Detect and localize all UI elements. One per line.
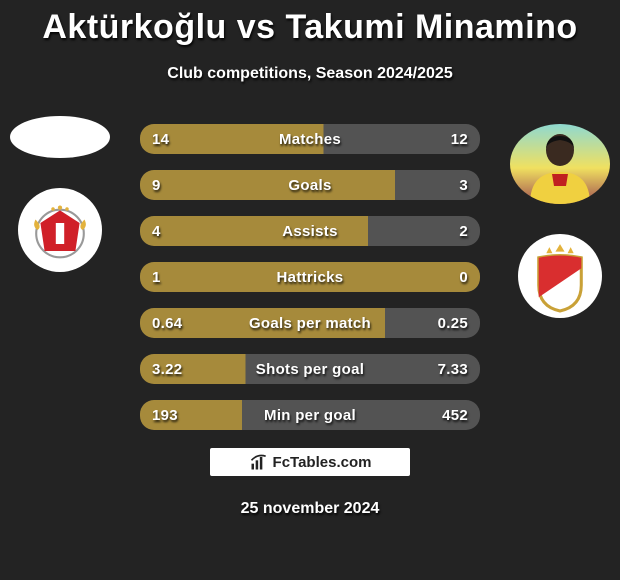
stat-right-value: 452 bbox=[430, 400, 480, 430]
stat-left-value: 1 bbox=[140, 262, 173, 292]
stat-right-value: 0.25 bbox=[426, 308, 480, 338]
left-club-badge bbox=[18, 188, 102, 272]
fctables-logo-text: FcTables.com bbox=[273, 454, 372, 471]
stat-row: 4 Assists 2 bbox=[140, 216, 480, 246]
stat-left-value: 193 bbox=[140, 400, 190, 430]
fctables-logo: FcTables.com bbox=[210, 448, 410, 476]
stat-row: 3.22 Shots per goal 7.33 bbox=[140, 354, 480, 384]
left-player-photo bbox=[10, 116, 110, 158]
stat-left-value: 4 bbox=[140, 216, 173, 246]
stat-left-value: 14 bbox=[140, 124, 181, 154]
stat-row: 14 Matches 12 bbox=[140, 124, 480, 154]
stat-row: 1 Hattricks 0 bbox=[140, 262, 480, 292]
player-silhouette-icon bbox=[510, 124, 610, 204]
stat-left-value: 0.64 bbox=[140, 308, 194, 338]
left-player-column bbox=[10, 116, 110, 272]
stat-right-value: 12 bbox=[439, 124, 480, 154]
right-club-badge bbox=[518, 234, 602, 318]
stat-left-value: 3.22 bbox=[140, 354, 194, 384]
right-player-column bbox=[510, 124, 610, 318]
right-player-photo bbox=[510, 124, 610, 204]
monaco-shield-icon bbox=[522, 238, 598, 314]
stats-bars: 14 Matches 12 9 Goals 3 4 Assists 2 1 Hattricks 0 0.… bbox=[140, 124, 480, 446]
benfica-shield-icon bbox=[25, 195, 95, 265]
stat-row: 9 Goals 3 bbox=[140, 170, 480, 200]
stat-right-value: 0 bbox=[447, 262, 480, 292]
stat-row: 0.64 Goals per match 0.25 bbox=[140, 308, 480, 338]
comparison-date: 25 november 2024 bbox=[0, 500, 620, 518]
stat-label: Goals per match bbox=[249, 315, 371, 332]
comparison-title: Aktürkoğlu vs Takumi Minamino bbox=[0, 0, 620, 47]
stat-right-value: 3 bbox=[447, 170, 480, 200]
stat-label: Goals bbox=[288, 177, 331, 194]
chart-logo-icon bbox=[249, 452, 269, 472]
stat-right-value: 7.33 bbox=[426, 354, 480, 384]
stat-label: Assists bbox=[282, 223, 337, 240]
stat-left-value: 9 bbox=[140, 170, 173, 200]
stat-label: Shots per goal bbox=[256, 361, 364, 378]
stat-label: Matches bbox=[279, 131, 341, 148]
comparison-subtitle: Club competitions, Season 2024/2025 bbox=[0, 65, 620, 83]
stat-row: 193 Min per goal 452 bbox=[140, 400, 480, 430]
stat-label: Min per goal bbox=[264, 407, 356, 424]
stat-label: Hattricks bbox=[277, 269, 344, 286]
stat-right-value: 2 bbox=[447, 216, 480, 246]
